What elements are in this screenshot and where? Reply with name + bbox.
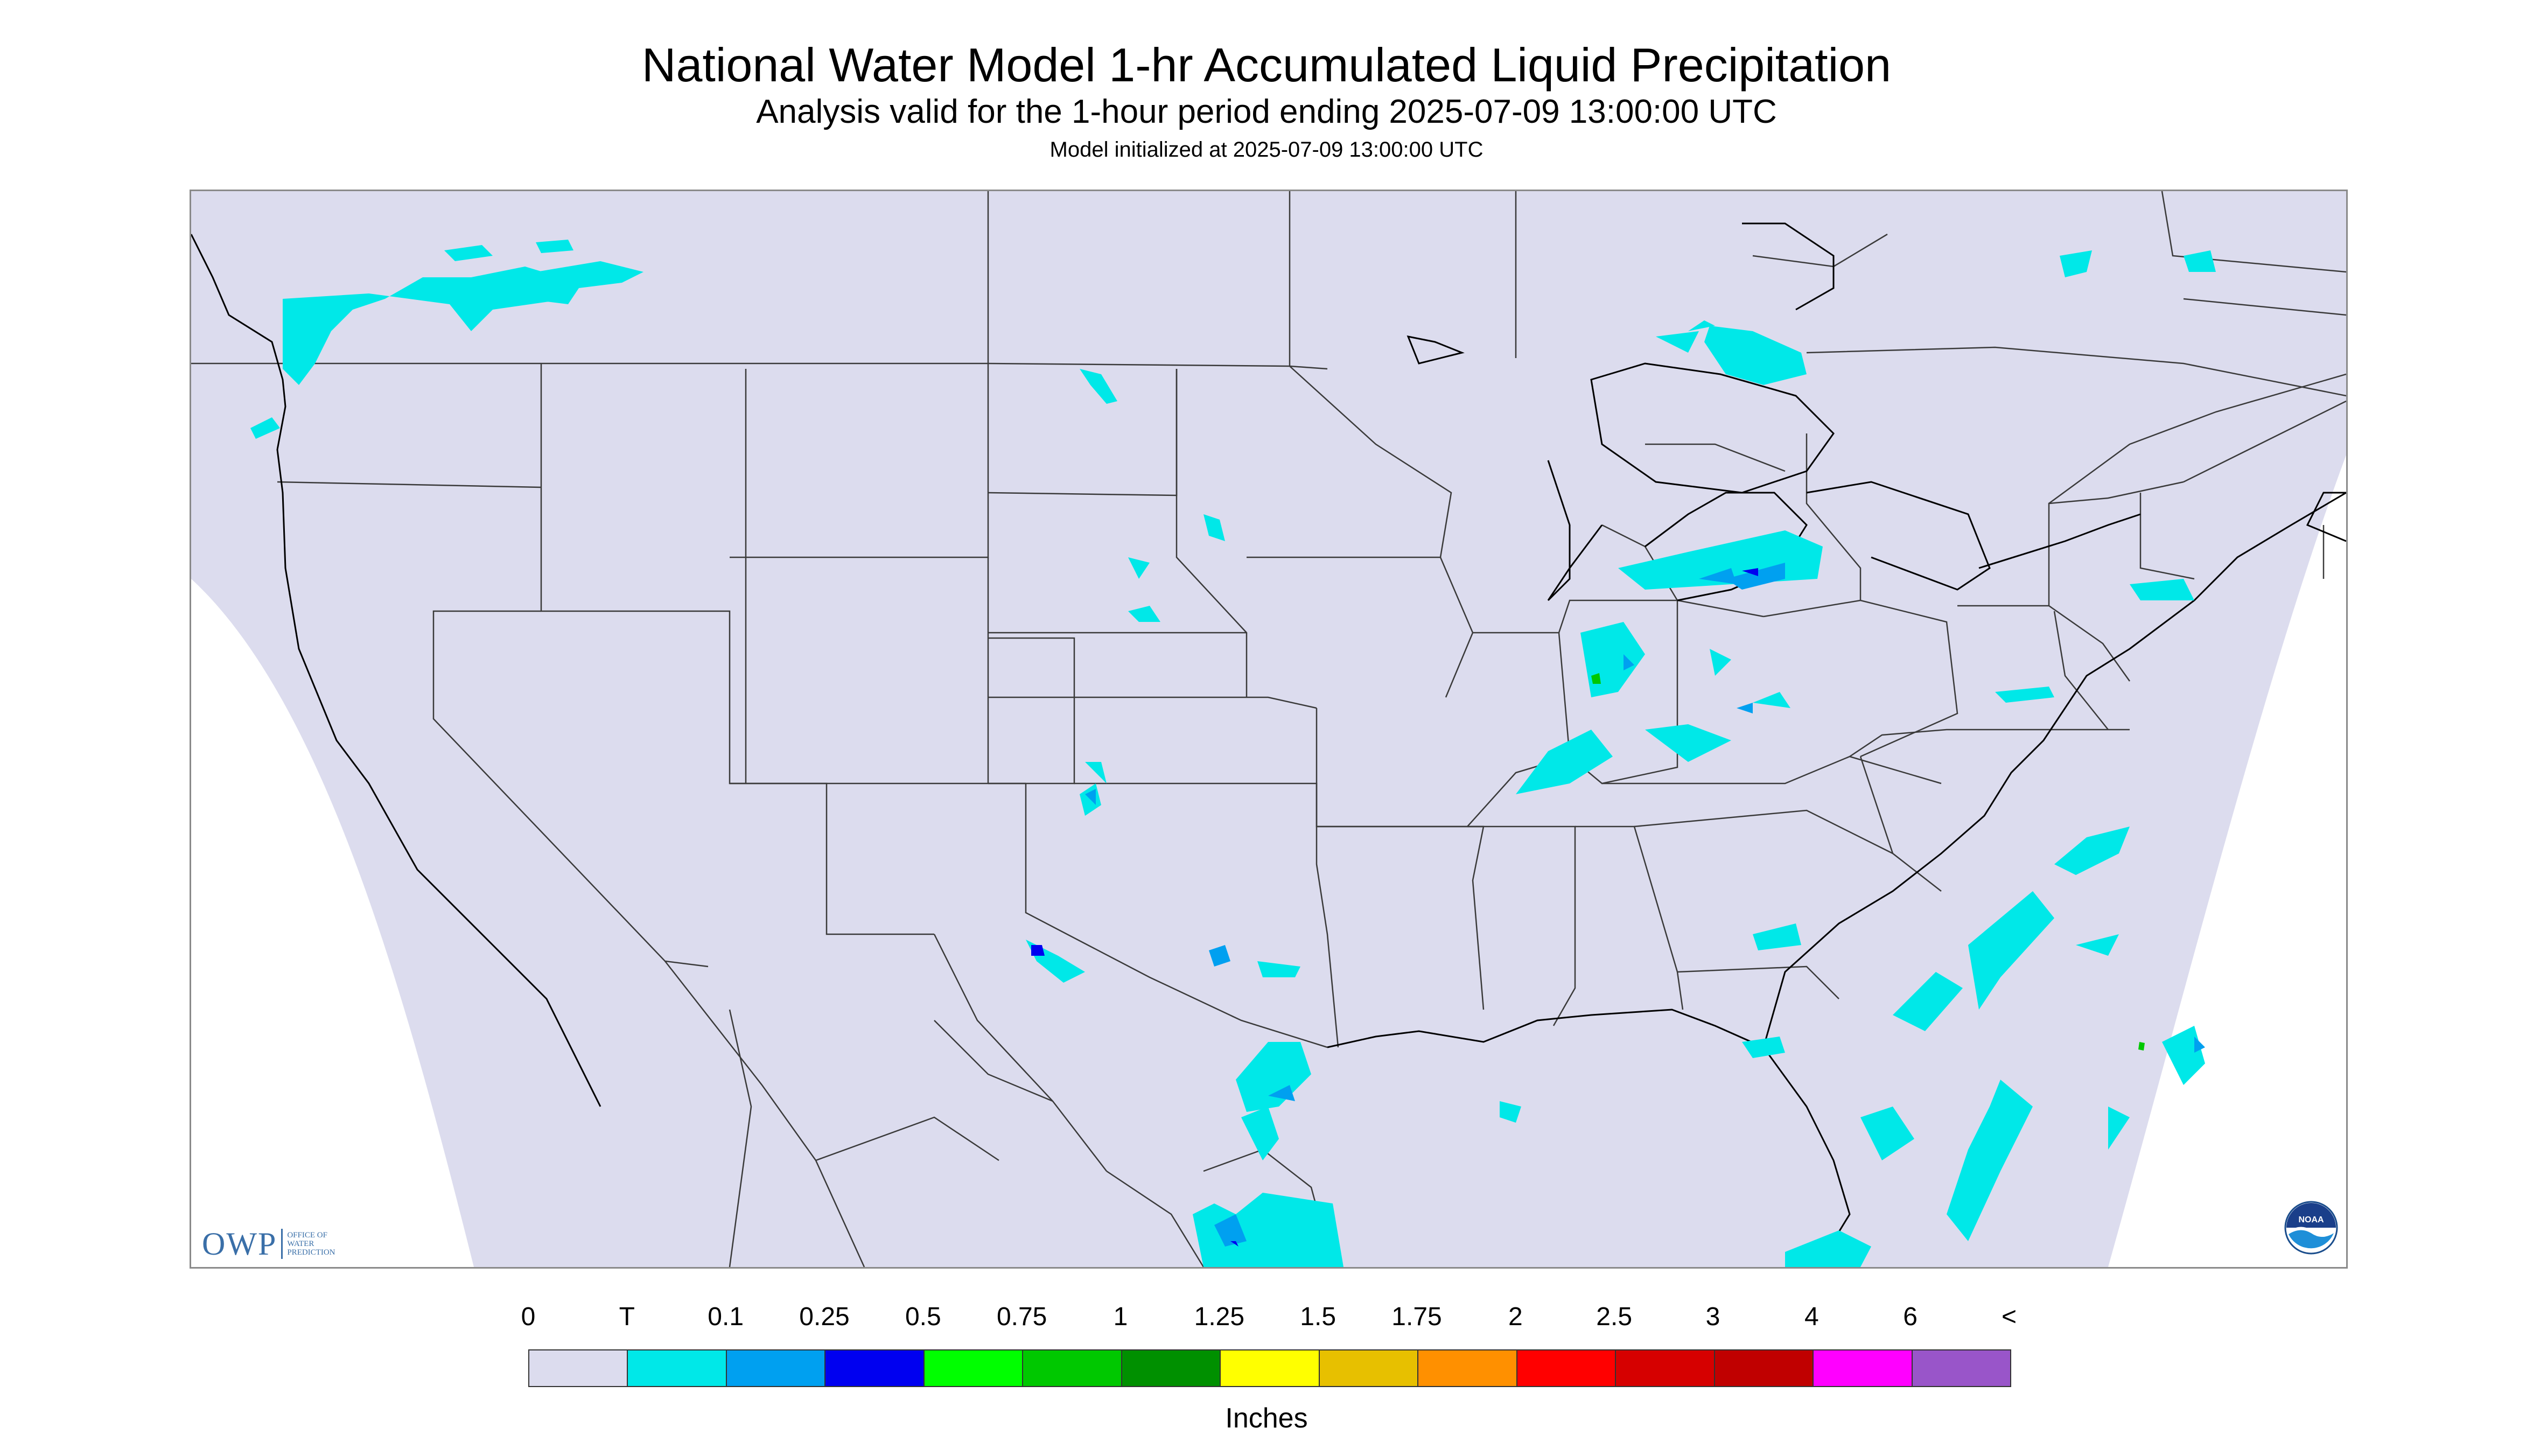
- legend-swatch-7: [1220, 1350, 1319, 1386]
- legend-swatch-9: [1417, 1350, 1516, 1386]
- owp-logo-line1: OFFICE OF: [287, 1231, 327, 1240]
- legend-tick-label: 0.1: [708, 1303, 744, 1331]
- noaa-logo-text: NOAA: [2298, 1215, 2324, 1224]
- legend-tick-label: 1.25: [1194, 1303, 1245, 1331]
- legend-swatch-2: [725, 1350, 825, 1386]
- legend-swatch-10: [1516, 1350, 1615, 1386]
- model-domain: [191, 191, 2346, 1267]
- legend-color-bar: [528, 1349, 2011, 1387]
- legend-tick-label: 0.25: [799, 1303, 850, 1331]
- owp-logo-subtext: OFFICE OF WATER PREDICTION: [287, 1231, 335, 1257]
- owp-logo-word: OWP: [202, 1226, 277, 1262]
- precip-cells: [250, 240, 2216, 1267]
- model-init-text: Model initialized at 2025-07-09 13:00:00…: [1049, 138, 1484, 162]
- legend-tick-label: 0.75: [996, 1303, 1047, 1331]
- legend-tick-label: 0.5: [905, 1303, 941, 1331]
- legend-units: Inches: [1225, 1403, 1308, 1434]
- legend-swatch-0: [529, 1350, 627, 1386]
- legend-tick-label: 1.5: [1300, 1303, 1337, 1331]
- legend-swatch-6: [1121, 1350, 1220, 1386]
- legend-swatch-3: [824, 1350, 923, 1386]
- owp-logo-line2: WATER: [287, 1240, 314, 1248]
- legend-swatch-4: [923, 1350, 1023, 1386]
- noaa-logo: NOAA: [2284, 1201, 2338, 1255]
- legend-swatch-12: [1713, 1350, 1813, 1386]
- map-subtitle: Analysis valid for the 1-hour period end…: [756, 93, 1777, 130]
- owp-logo-divider: [281, 1229, 283, 1259]
- legend-swatch-13: [1813, 1350, 1912, 1386]
- legend-swatch-8: [1318, 1350, 1418, 1386]
- legend-tick-label: 1.75: [1391, 1303, 1442, 1331]
- legend-tick-label: 2.5: [1596, 1303, 1633, 1331]
- legend-tick-label: 3: [1705, 1303, 1720, 1331]
- owp-logo: OWP OFFICE OF WATER PREDICTION: [202, 1226, 335, 1262]
- legend-tick-label: T: [619, 1303, 635, 1331]
- legend-tick-label: <: [2001, 1303, 2017, 1331]
- legend-swatch-5: [1022, 1350, 1121, 1386]
- legend-tick-label: 4: [1804, 1303, 1819, 1331]
- map-title: National Water Model 1-hr Accumulated Li…: [641, 38, 1892, 92]
- legend-swatch-14: [1911, 1350, 2011, 1386]
- map-canvas: [191, 191, 2346, 1267]
- legend-tick-label: 1: [1113, 1303, 1128, 1331]
- legend-swatch-11: [1615, 1350, 1714, 1386]
- legend-tick-label: 6: [1903, 1303, 1918, 1331]
- political-boundaries: [191, 191, 2346, 1267]
- legend-swatch-1: [627, 1350, 726, 1386]
- coastlines: [191, 222, 2346, 1267]
- legend-tick-label: 2: [1508, 1303, 1523, 1331]
- owp-logo-line3: PREDICTION: [287, 1248, 335, 1257]
- precipitation-map[interactable]: [190, 190, 2348, 1269]
- legend-tick-label: 0: [521, 1303, 536, 1331]
